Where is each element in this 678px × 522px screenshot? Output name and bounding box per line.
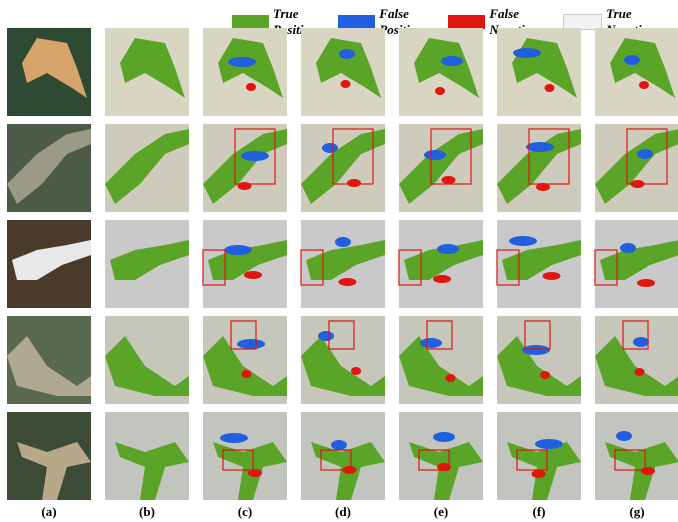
false-negative-region (435, 87, 445, 95)
false-positive-region (509, 236, 537, 246)
false-negative-region (341, 80, 351, 88)
false-negative-region (242, 370, 252, 378)
false-negative-region (244, 271, 262, 279)
false-positive-region (331, 440, 347, 450)
false-positive-region (220, 433, 248, 443)
column-label: (c) (238, 504, 252, 519)
false-positive-region (633, 337, 649, 347)
false-negative-region (540, 371, 550, 379)
false-positive-region (637, 149, 653, 159)
false-negative-region (641, 467, 655, 475)
false-positive-region (620, 243, 636, 253)
false-positive-region (437, 244, 459, 254)
false-positive-region (624, 55, 640, 65)
panel-grid: (a) (b) (c) (d) (e) (f) (g) (0, 0, 678, 522)
column-label: (f) (533, 504, 546, 519)
false-negative-region (637, 279, 655, 287)
false-positive-region (228, 57, 256, 67)
false-positive-region (241, 151, 269, 161)
column-label: (d) (335, 504, 351, 519)
column-label: (e) (434, 504, 448, 519)
false-negative-region (639, 81, 649, 89)
false-negative-region (339, 278, 357, 286)
false-negative-region (543, 272, 561, 280)
false-negative-region (351, 367, 361, 375)
false-positive-region (237, 339, 265, 349)
false-positive-region (335, 237, 351, 247)
false-negative-region (532, 470, 546, 478)
false-positive-region (441, 56, 463, 66)
false-negative-region (545, 84, 555, 92)
false-positive-region (522, 345, 550, 355)
false-negative-region (442, 176, 456, 184)
false-negative-region (446, 374, 456, 382)
false-positive-region (526, 142, 554, 152)
false-positive-region (513, 48, 541, 58)
false-negative-region (635, 368, 645, 376)
false-negative-region (246, 83, 256, 91)
column-label: (a) (41, 504, 56, 519)
false-positive-region (420, 338, 442, 348)
false-positive-region (433, 432, 455, 442)
false-negative-region (433, 275, 451, 283)
false-negative-region (347, 179, 361, 187)
false-positive-region (224, 245, 252, 255)
false-negative-region (238, 182, 252, 190)
figure: True PositiveFalse PositiveFalse Negativ… (0, 0, 678, 522)
false-positive-region (424, 150, 446, 160)
false-positive-region (318, 331, 334, 341)
false-positive-region (616, 431, 632, 441)
false-positive-region (322, 143, 338, 153)
column-label: (g) (629, 504, 644, 519)
false-positive-region (535, 439, 563, 449)
false-positive-region (339, 49, 355, 59)
column-label: (b) (139, 504, 155, 519)
